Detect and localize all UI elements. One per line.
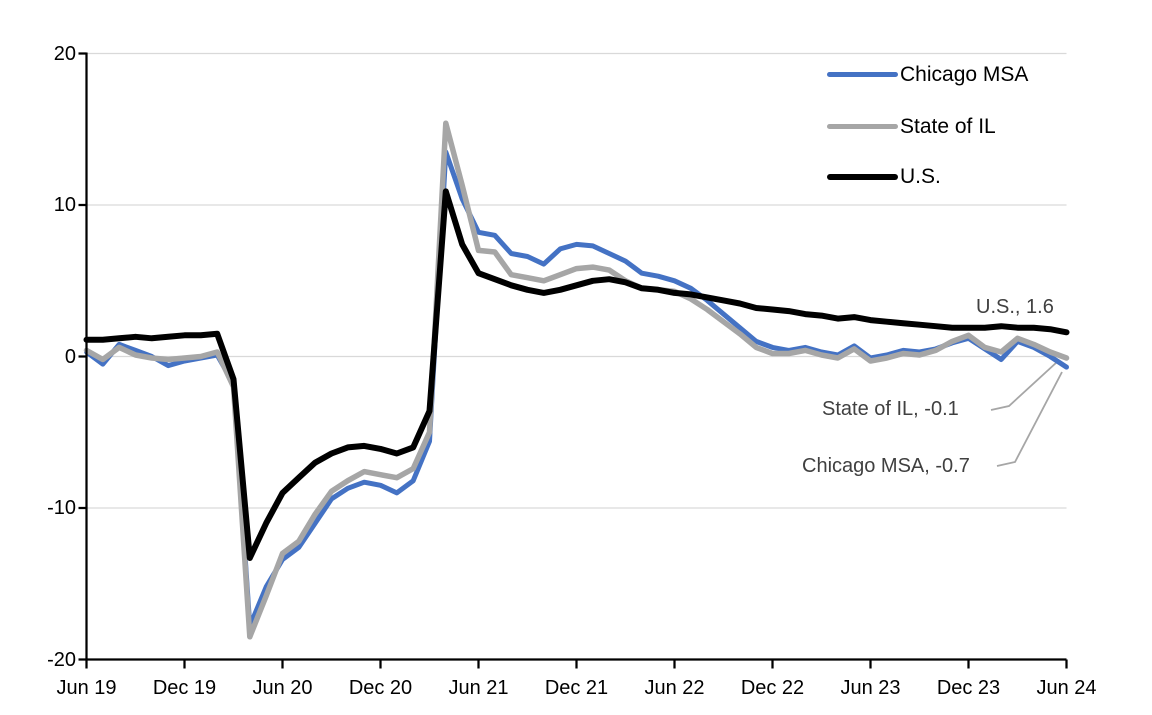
x-tick-label-Jun-24: Jun 24: [1036, 677, 1097, 699]
x-tick-label-Dec-23: Dec 23: [936, 677, 1001, 699]
y-tick-label--20: -20: [47, 648, 76, 671]
x-tick-label-Jun-19: Jun 19: [56, 677, 117, 699]
series-line-u-s: [83, 188, 1070, 561]
x-tick-label-Jun-20: Jun 20: [252, 677, 313, 699]
y-tick-label-0: 0: [64, 345, 76, 368]
x-tick-label-Jun-23: Jun 23: [840, 677, 901, 699]
legend-swatch-state-of-il: [827, 123, 898, 130]
y-tick-label-20: 20: [53, 42, 76, 65]
x-tick-label-Jun-21: Jun 21: [448, 677, 509, 699]
y-tick-label--10: -10: [47, 497, 76, 519]
leader-line-chicago-msa: [996, 371, 1063, 467]
y-tick-label-10: 10: [53, 194, 76, 216]
legend-label-state-of-il: State of IL: [900, 115, 996, 138]
leader-line-state-of-il: [990, 361, 1058, 411]
x-tick-label-Dec-19: Dec 19: [152, 677, 217, 699]
legend-label-chicago-msa: Chicago MSA: [900, 63, 1029, 86]
x-tick-label-Dec-20: Dec 20: [348, 677, 413, 699]
x-tick-label-Dec-21: Dec 21: [544, 677, 609, 699]
legend-item-state-of-il: State of IL: [827, 114, 996, 139]
annotation-us: U.S., 1.6: [976, 296, 1054, 318]
legend-swatch-u-s: [827, 173, 898, 180]
legend-item-u-s: U.S.: [827, 164, 941, 189]
legend-item-chicago-msa: Chicago MSA: [827, 62, 1028, 87]
annotation-chicago: Chicago MSA, -0.7: [802, 455, 970, 477]
annotation-il: State of IL, -0.1: [822, 398, 959, 420]
legend-label-u-s: U.S.: [900, 165, 941, 188]
x-tick-label-Jun-22: Jun 22: [644, 677, 705, 699]
legend-swatch-chicago-msa: [827, 72, 898, 77]
x-tick-label-Dec-22: Dec 22: [740, 677, 805, 699]
series-line-state-of-il: [83, 120, 1070, 640]
